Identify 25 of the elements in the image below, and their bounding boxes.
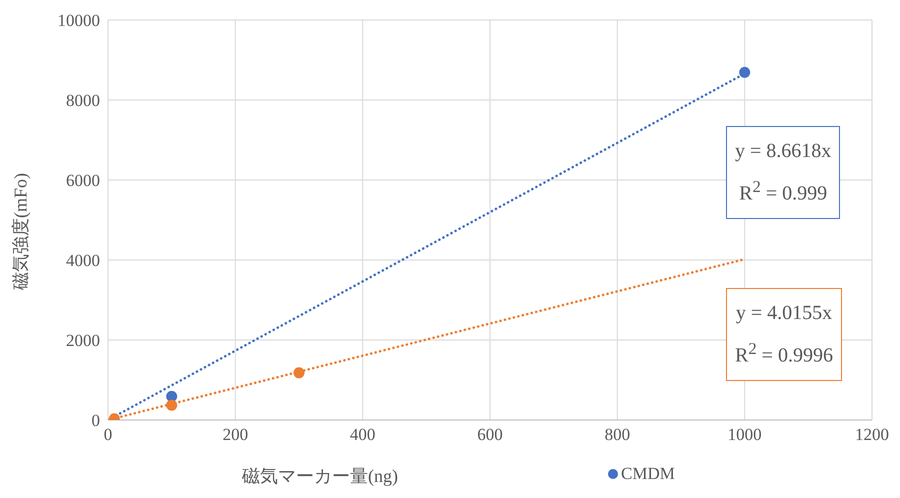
annotation: R$^{2}$ = 0.999 <box>739 177 828 205</box>
equation-box: y = 8.6618x R$^{2}$ = 0.999 <box>726 126 840 219</box>
y-tick-label: 0 <box>92 411 100 430</box>
annotation: y = 8.6618x <box>735 140 832 162</box>
x-tick-label: 200 <box>222 425 248 444</box>
equation-box: y = 4.0155x R$^{2}$ = 0.9996 <box>726 288 842 381</box>
x-tick-label: 800 <box>604 425 630 444</box>
point <box>739 66 750 78</box>
x-tick-label: 1000 <box>728 425 762 444</box>
point <box>166 400 178 411</box>
x-tick-label: 1200 <box>855 425 889 444</box>
x-tick-label: 0 <box>104 425 112 444</box>
annotation: y = 4.0155x <box>736 302 832 324</box>
legend-label: CMDM <box>620 464 675 484</box>
y-tick-label: 8000 <box>66 91 100 110</box>
x-axis-title: 磁気マーカー量(ng) <box>241 466 398 486</box>
point <box>294 367 304 378</box>
x-tick-label: 400 <box>350 425 376 444</box>
y-tick-label: 10000 <box>58 11 100 30</box>
annotation: R$^{2}$ = 0.9996 <box>735 339 833 367</box>
y-tick-label: 2000 <box>66 331 100 350</box>
y-tick-label: 6000 <box>66 171 100 190</box>
y-axis-title: 磁気強度(mFo) <box>10 172 30 291</box>
y-tick-label: 4000 <box>66 251 100 270</box>
x-tick-label: 600 <box>477 425 503 444</box>
